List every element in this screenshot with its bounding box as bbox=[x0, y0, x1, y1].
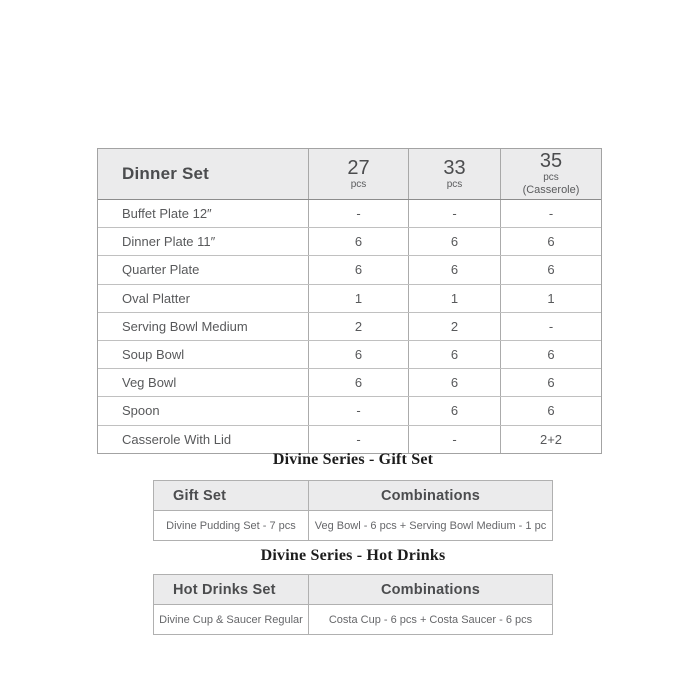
row-value: 6 bbox=[500, 369, 601, 397]
row-value: 2 bbox=[308, 312, 408, 340]
row-value: 6 bbox=[308, 340, 408, 369]
row-value: 6 bbox=[500, 340, 601, 369]
gift-set-section-title: Divine Series - Gift Set bbox=[272, 451, 434, 468]
column-header-35pcs: 35 pcs (Casserole) bbox=[500, 149, 601, 199]
table-row: Divine Pudding Set - 7 pcs Veg Bowl - 6 … bbox=[154, 511, 552, 540]
hot-drinks-table: Hot Drinks Set Combinations Divine Cup &… bbox=[153, 574, 553, 635]
column-header-33pcs: 33 pcs bbox=[408, 149, 500, 199]
table-row: Casserole With Lid - - 2+2 bbox=[98, 424, 601, 453]
hot-drinks-combination: Costa Cup - 6 pcs + Costa Saucer - 6 pcs bbox=[308, 605, 552, 634]
row-value: 6 bbox=[408, 397, 500, 425]
row-label: Soup Bowl bbox=[122, 347, 185, 363]
row-value: - bbox=[308, 200, 408, 228]
column-count: 33 bbox=[443, 156, 466, 179]
row-value: 6 bbox=[500, 397, 601, 425]
row-label: Spoon bbox=[122, 403, 160, 419]
column-header-27pcs: 27 pcs bbox=[308, 149, 408, 199]
table-row: Veg Bowl 6 6 6 bbox=[98, 368, 601, 397]
column-count: 27 bbox=[347, 156, 370, 179]
row-value: - bbox=[308, 397, 408, 425]
table-row: Soup Bowl 6 6 6 bbox=[98, 339, 601, 369]
row-value: 1 bbox=[500, 284, 601, 312]
hot-drinks-header-row: Hot Drinks Set Combinations bbox=[154, 575, 552, 605]
row-value: 6 bbox=[308, 256, 408, 284]
table-row: Oval Platter 1 1 1 bbox=[98, 283, 601, 312]
gift-set-combination: Veg Bowl - 6 pcs + Serving Bowl Medium -… bbox=[308, 511, 552, 540]
column-unit: pcs bbox=[543, 171, 559, 183]
row-value: - bbox=[408, 200, 500, 228]
column-count: 35 bbox=[539, 149, 563, 172]
hot-drinks-section-title: Divine Series - Hot Drinks bbox=[260, 547, 446, 564]
column-note-casserole: (Casserole) bbox=[522, 184, 580, 197]
row-value: 6 bbox=[308, 228, 408, 256]
row-value: 1 bbox=[408, 284, 500, 312]
row-value: 6 bbox=[500, 228, 601, 256]
hot-drinks-item: Divine Cup & Saucer Regular bbox=[159, 613, 303, 626]
column-unit: pcs bbox=[350, 178, 367, 190]
dinner-set-title: Dinner Set bbox=[122, 164, 210, 184]
table-row: Divine Cup & Saucer Regular Costa Cup - … bbox=[154, 605, 552, 634]
row-label: Dinner Plate 11″ bbox=[122, 234, 216, 250]
row-value: 6 bbox=[408, 340, 500, 369]
table-row: Buffet Plate 12″ - - - bbox=[98, 200, 601, 228]
table-row: Serving Bowl Medium 2 2 - bbox=[98, 311, 601, 340]
table-row: Quarter Plate 6 6 6 bbox=[98, 255, 601, 284]
dinner-set-table: Dinner Set 27 pcs 33 pcs 35 pcs (Cassero… bbox=[97, 148, 602, 454]
column-unit: pcs bbox=[446, 178, 463, 190]
row-value: - bbox=[500, 312, 601, 340]
combinations-header: Combinations bbox=[308, 481, 552, 510]
gift-set-table: Gift Set Combinations Divine Pudding Set… bbox=[153, 480, 553, 541]
row-value: 6 bbox=[408, 256, 500, 284]
row-label: Buffet Plate 12″ bbox=[122, 206, 212, 222]
row-label: Oval Platter bbox=[122, 290, 190, 306]
row-value: 6 bbox=[408, 228, 500, 256]
row-value: 1 bbox=[308, 284, 408, 312]
row-value: 6 bbox=[308, 369, 408, 397]
row-value: - bbox=[308, 425, 408, 453]
row-label: Casserole With Lid bbox=[122, 431, 232, 447]
table-row: Spoon - 6 6 bbox=[98, 396, 601, 425]
table-row: Dinner Plate 11″ 6 6 6 bbox=[98, 227, 601, 256]
row-value: 6 bbox=[408, 369, 500, 397]
dinner-set-header-row: Dinner Set 27 pcs 33 pcs 35 pcs (Cassero… bbox=[98, 149, 601, 200]
row-value: 6 bbox=[500, 256, 601, 284]
row-label: Quarter Plate bbox=[122, 262, 200, 278]
gift-set-header: Gift Set bbox=[173, 487, 227, 504]
combinations-header: Combinations bbox=[308, 575, 552, 604]
row-value: 2 bbox=[408, 312, 500, 340]
row-label: Veg Bowl bbox=[122, 375, 177, 391]
row-label: Serving Bowl Medium bbox=[122, 318, 248, 334]
gift-set-header-row: Gift Set Combinations bbox=[154, 481, 552, 511]
hot-drinks-header: Hot Drinks Set bbox=[173, 581, 276, 598]
row-value: 2+2 bbox=[500, 425, 601, 453]
row-value: - bbox=[408, 425, 500, 453]
row-value: - bbox=[500, 200, 601, 228]
gift-set-item: Divine Pudding Set - 7 pcs bbox=[166, 519, 296, 532]
